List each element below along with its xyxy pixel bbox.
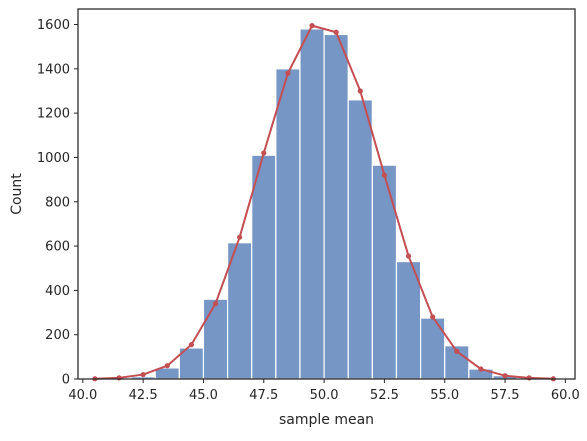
density-point-11 (358, 88, 363, 93)
density-point-8 (285, 71, 290, 76)
x-axis: 40.0 42.5 45.0 47.5 50.0 52.5 55.0 57.5 60.0 (68, 379, 579, 403)
density-point-13 (406, 253, 411, 258)
density-point-9 (309, 23, 314, 28)
x-tick-label-1: 42.5 (129, 388, 158, 403)
histogram-bar-6 (252, 155, 276, 379)
density-point-17 (502, 373, 507, 378)
density-point-6 (237, 235, 242, 240)
x-tick-label-8: 60.0 (551, 388, 580, 403)
histogram-bars (107, 29, 541, 379)
density-point-4 (189, 342, 194, 347)
y-tick-label-7: 1400 (37, 62, 70, 77)
histogram-bar-13 (421, 318, 445, 379)
x-tick-label-7: 57.5 (491, 388, 520, 403)
y-axis: 0 200 400 600 800 1000 1200 1400 1600 (37, 18, 78, 387)
histogram-bar-9 (324, 34, 348, 379)
x-tick-label-6: 55.0 (430, 388, 459, 403)
density-point-1 (116, 375, 121, 380)
density-point-2 (141, 372, 146, 377)
x-tick-label-5: 52.5 (370, 388, 399, 403)
y-axis-label: Count (9, 173, 25, 215)
density-point-16 (478, 366, 483, 371)
x-tick-label-0: 40.0 (68, 388, 97, 403)
y-tick-label-2: 400 (45, 284, 70, 299)
density-point-18 (527, 375, 532, 380)
density-point-14 (430, 314, 435, 319)
y-tick-label-3: 600 (45, 240, 70, 255)
y-tick-label-4: 800 (45, 195, 70, 210)
x-axis-label: sample mean (279, 412, 374, 428)
density-point-12 (382, 173, 387, 178)
x-tick-label-2: 45.0 (189, 388, 218, 403)
density-point-10 (334, 30, 339, 35)
y-tick-label-6: 1200 (37, 107, 70, 122)
density-point-5 (213, 301, 218, 306)
density-point-15 (454, 349, 459, 354)
y-tick-label-8: 1600 (37, 18, 70, 33)
histogram-bar-11 (372, 165, 396, 379)
histogram-bar-8 (300, 29, 324, 379)
density-point-7 (261, 150, 266, 155)
x-tick-label-3: 47.5 (249, 388, 278, 403)
y-tick-label-1: 200 (45, 328, 70, 343)
density-point-3 (165, 363, 170, 368)
histogram-bar-4 (203, 299, 227, 379)
x-tick-label-4: 50.0 (310, 388, 339, 403)
histogram-bar-10 (348, 100, 372, 379)
histogram-bar-7 (276, 69, 300, 379)
y-tick-label-0: 0 (62, 373, 70, 388)
y-tick-label-5: 1000 (37, 151, 70, 166)
